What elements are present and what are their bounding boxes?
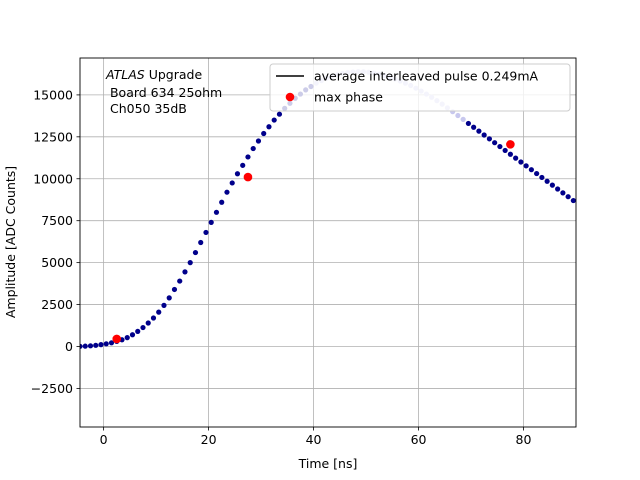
pulse-point xyxy=(534,170,540,177)
pulse-point xyxy=(224,189,230,195)
plot-area xyxy=(80,58,576,427)
pulse-point xyxy=(80,343,83,349)
pulse-point xyxy=(229,180,235,186)
pulse-point xyxy=(460,116,466,122)
y-tick-label: 7500 xyxy=(41,213,73,228)
pulse-point xyxy=(192,249,199,256)
y-axis-label: Amplitude [ADC Counts] xyxy=(3,166,18,318)
pulse-point xyxy=(471,124,477,130)
pulse-point xyxy=(135,328,141,334)
axis-ticks: 0 20 40 60 80 −2500 0 2500 5000 7500 10000 12500 150… xyxy=(31,87,532,447)
pulse-point xyxy=(187,260,193,266)
pulse-point xyxy=(486,136,492,142)
pulse-point xyxy=(182,269,188,275)
pulse-point xyxy=(234,171,241,177)
pulse-point xyxy=(266,124,272,130)
pulse-point xyxy=(455,112,461,119)
annotation-line-2: Board 634 25ohm xyxy=(106,85,222,100)
pulse-point xyxy=(124,335,130,341)
pulse-point xyxy=(271,117,277,123)
pulse-point xyxy=(250,145,256,152)
pulse-point xyxy=(240,162,246,168)
legend-box xyxy=(269,63,571,112)
pulse-point xyxy=(145,320,151,326)
y-tick-label: 10000 xyxy=(33,171,73,186)
legend: average interleaved pulse 0.249mA max ph… xyxy=(269,63,571,112)
pulse-point xyxy=(492,140,498,146)
pulse-point xyxy=(177,278,183,284)
pulse-point xyxy=(544,178,550,184)
max-phase-point xyxy=(112,334,122,344)
pulse-point xyxy=(539,174,545,181)
y-tick-label: 12500 xyxy=(33,129,73,144)
pulse-point xyxy=(156,309,162,315)
pulse-point xyxy=(555,186,561,192)
pulse-point xyxy=(219,199,225,205)
pulse-point xyxy=(507,151,513,157)
pulse-point xyxy=(276,111,283,117)
pulse-point xyxy=(98,342,104,348)
pulse-point xyxy=(103,341,109,347)
x-tick-label: 0 xyxy=(100,432,108,447)
y-tick-label: 15000 xyxy=(33,87,73,102)
annotation-atlas-italic: ATLAS xyxy=(105,67,145,82)
pulse-point xyxy=(549,182,555,188)
atlas-annotation: ATLAS Upgrade Board 634 25ohm Ch050 35dB xyxy=(105,67,222,116)
annotation-line-1: ATLAS Upgrade xyxy=(105,67,202,82)
x-tick-label: 80 xyxy=(516,432,532,447)
pulse-point xyxy=(261,130,267,137)
pulse-point xyxy=(481,132,487,138)
pulse-point xyxy=(523,163,529,169)
pulse-point xyxy=(565,194,571,200)
pulse-point xyxy=(108,340,115,346)
x-tick-label: 20 xyxy=(201,432,217,447)
legend-circle-marker xyxy=(285,92,295,102)
pulse-point xyxy=(476,128,482,134)
x-tick-label: 40 xyxy=(306,432,322,447)
legend-label-pulse: average interleaved pulse 0.249mA xyxy=(314,69,539,84)
pulse-point xyxy=(513,155,519,161)
pulse-point xyxy=(497,143,503,150)
x-tick-label: 60 xyxy=(411,432,427,447)
pulse-point xyxy=(198,239,204,246)
pulse-point xyxy=(129,332,136,338)
pulse-point xyxy=(161,302,167,308)
pulse-point xyxy=(140,324,146,331)
y-tick-label: 5000 xyxy=(41,255,73,270)
y-tick-label: −2500 xyxy=(31,381,73,396)
y-tick-label: 0 xyxy=(65,339,73,354)
pulse-point xyxy=(82,343,88,349)
pulse-point xyxy=(465,120,472,127)
pulse-point xyxy=(208,219,214,225)
pulse-point xyxy=(502,147,508,154)
max-phase-point xyxy=(243,172,253,182)
plot-frame xyxy=(79,57,577,428)
annotation-line-3: Ch050 35dB xyxy=(106,101,187,116)
pulse-point xyxy=(518,159,524,165)
annotation-upgrade: Upgrade xyxy=(145,67,203,82)
pulse-point xyxy=(255,138,262,144)
max-phase-point xyxy=(506,140,515,149)
pulse-point xyxy=(560,190,566,196)
pulse-point xyxy=(570,197,576,204)
pulse-point xyxy=(171,286,178,293)
pulse-point xyxy=(203,229,209,236)
pulse-point xyxy=(213,209,220,215)
pulse-point xyxy=(87,343,94,349)
y-tick-label: 2500 xyxy=(41,297,73,312)
x-axis-label: Time [ns] xyxy=(298,456,358,471)
pulse-point xyxy=(245,154,251,160)
pulse-point xyxy=(150,315,157,321)
pulse-point xyxy=(93,342,99,348)
grid xyxy=(80,58,576,427)
pulse-point xyxy=(166,295,172,301)
legend-label-max-phase: max phase xyxy=(314,90,383,105)
pulse-point xyxy=(528,167,534,173)
